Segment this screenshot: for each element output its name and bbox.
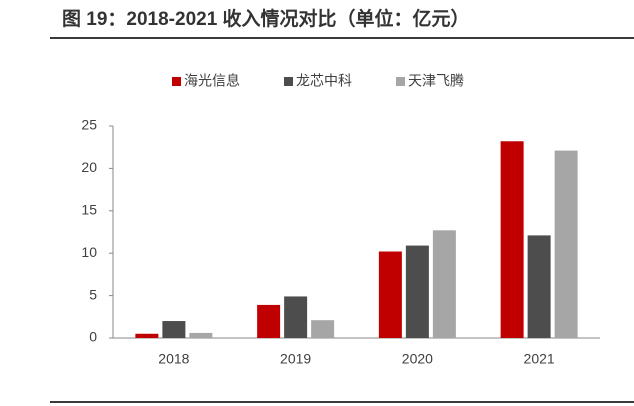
legend-swatch	[172, 77, 181, 86]
legend-swatch	[396, 77, 405, 86]
bar	[284, 296, 308, 338]
y-tick-label: 20	[81, 159, 97, 175]
bar	[311, 320, 335, 338]
x-tick-label: 2020	[402, 351, 433, 367]
bar	[554, 150, 578, 338]
bar	[405, 245, 429, 338]
y-tick-label: 10	[81, 244, 97, 260]
y-tick-label: 25	[81, 117, 97, 133]
bar	[378, 251, 402, 338]
bar	[162, 321, 186, 338]
bar	[135, 333, 159, 338]
bar	[257, 304, 281, 338]
legend-swatch	[284, 77, 293, 86]
legend-label: 天津飞腾	[408, 73, 464, 89]
x-tick-label: 2019	[280, 351, 311, 367]
x-tick-label: 2018	[158, 351, 189, 367]
bar	[432, 230, 456, 338]
bar	[500, 141, 524, 338]
bar	[189, 332, 213, 338]
y-tick-label: 0	[89, 329, 97, 345]
legend-label: 海光信息	[184, 73, 240, 89]
chart-title: 图 19：2018-2021 收入情况对比（单位：亿元）	[62, 7, 470, 30]
legend-label: 龙芯中科	[296, 73, 352, 89]
bar	[527, 235, 551, 338]
x-tick-label: 2021	[524, 351, 555, 367]
y-tick-label: 5	[89, 286, 97, 302]
y-tick-label: 15	[81, 202, 97, 218]
